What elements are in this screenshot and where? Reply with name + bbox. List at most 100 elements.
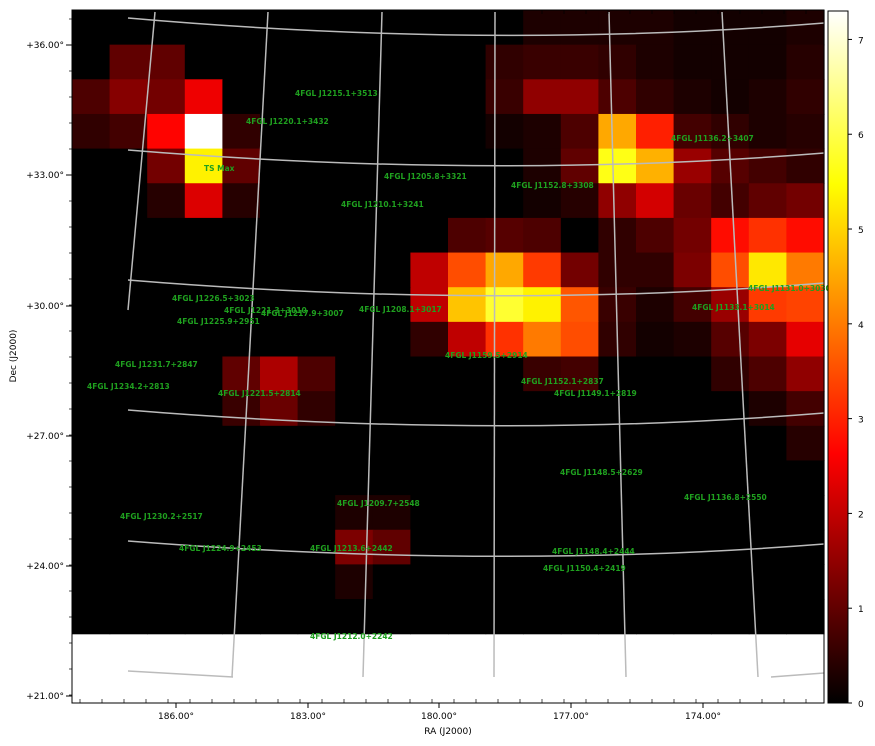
heatmap-cell (147, 425, 186, 462)
heatmap-cell (222, 79, 261, 115)
heatmap-cell (711, 10, 750, 46)
heatmap-cell (448, 599, 487, 635)
source-label: 4FGL J1213.6+2442 (310, 544, 393, 553)
heatmap-cell (109, 564, 148, 600)
heatmap-cell (748, 564, 787, 600)
heatmap-cell (260, 425, 299, 462)
source-label: 4FGL J1208.1+3017 (359, 305, 442, 314)
heatmap-cell (786, 321, 825, 358)
heatmap-cell (786, 460, 825, 496)
heatmap-cell (485, 460, 524, 496)
heatmap-cell (711, 287, 750, 323)
heatmap-cell (636, 599, 675, 635)
source-label: 4FGL J1131.0+3030 (748, 284, 831, 293)
grid-line (231, 11, 269, 678)
heatmap-cell (523, 44, 562, 80)
heatmap-cell (673, 10, 712, 46)
heatmap-cell (560, 391, 599, 427)
heatmap-cell (335, 599, 374, 635)
heatmap-cell (523, 529, 562, 565)
heatmap-cell (72, 217, 111, 254)
heatmap-cell (297, 529, 336, 565)
source-labels: 4FGL J1215.1+3513 4FGL J1220.1+3432 4FGL J… (87, 89, 831, 641)
heatmap-cell (598, 183, 637, 219)
heatmap-cell (748, 287, 787, 323)
source-label: 4FGL J1148.5+2629 (560, 468, 643, 477)
y-axis-label: Dec (J2000) (9, 330, 19, 383)
source-label: 4FGL J1225.9+2951 (177, 317, 260, 326)
heatmap-cell (260, 495, 299, 531)
heatmap-cell (260, 79, 299, 115)
heatmap-cell (523, 564, 562, 600)
heatmap-cell (297, 321, 336, 358)
heatmap-cell (485, 391, 524, 427)
heatmap-cell (335, 391, 374, 427)
source-label: 4FGL J1217.9+3007 (261, 309, 344, 318)
heatmap-cell (598, 599, 637, 635)
heatmap-cell (372, 252, 411, 288)
heatmap-cell (72, 425, 111, 462)
grid-line (127, 17, 825, 37)
heatmap-cell (711, 356, 750, 392)
ts-heatmap (72, 10, 825, 635)
heatmap-cell (711, 495, 750, 531)
heatmap-cell (485, 599, 524, 635)
heatmap-cell (448, 287, 487, 323)
heatmap-cell (410, 79, 449, 115)
heatmap-cell (448, 321, 487, 358)
heatmap-cell (485, 10, 524, 46)
heatmap-cell (184, 460, 223, 496)
grid-line (127, 670, 234, 678)
heatmap-cell (636, 321, 675, 358)
heatmap-cell (560, 113, 599, 150)
heatmap-cell (410, 44, 449, 80)
heatmap-cell (260, 217, 299, 254)
heatmap-cell (448, 217, 487, 254)
heatmap-cell (72, 79, 111, 115)
heatmap-cell (711, 599, 750, 635)
heatmap-cell (786, 10, 825, 46)
heatmap-cell (448, 252, 487, 288)
source-label: 4FGL J1234.2+2813 (87, 382, 170, 391)
dec-tick-label: +36.00° (26, 41, 64, 51)
heatmap-cell (184, 425, 223, 462)
heatmap-cell (260, 252, 299, 288)
heatmap-cell (184, 183, 223, 219)
heatmap-cell (598, 148, 637, 184)
heatmap-cell (448, 10, 487, 46)
source-label: 4FGL J1150.4+2419 (543, 564, 626, 573)
heatmap-cell (786, 356, 825, 392)
heatmap-cell (523, 356, 562, 392)
heatmap-cell (184, 321, 223, 358)
heatmap-cell (222, 113, 261, 150)
heatmap-cell (448, 183, 487, 219)
coordinate-grid (127, 11, 825, 678)
heatmap-cell (748, 460, 787, 496)
heatmap-cell (410, 495, 449, 531)
heatmap-cell (72, 599, 111, 635)
heatmap-cell (673, 529, 712, 565)
heatmap-cell (636, 217, 675, 254)
heatmap-cell (297, 252, 336, 288)
heatmap-cell (448, 113, 487, 150)
heatmap-cell (636, 391, 675, 427)
heatmap-cell (410, 148, 449, 184)
heatmap-cell (748, 148, 787, 184)
heatmap-cell (335, 44, 374, 80)
heatmap-cell (673, 183, 712, 219)
heatmap-cell (748, 321, 787, 358)
heatmap-cell (222, 599, 261, 635)
heatmap-cell (786, 217, 825, 254)
heatmap-cell (410, 287, 449, 323)
ts-max-label: TS Max (204, 164, 235, 173)
heatmap-cell (485, 113, 524, 150)
heatmap-cell (410, 391, 449, 427)
heatmap-cell (372, 391, 411, 427)
heatmap-cell (448, 44, 487, 80)
heatmap-cell (448, 391, 487, 427)
heatmap-cell (184, 391, 223, 427)
heatmap-cell (72, 252, 111, 288)
heatmap-cell (711, 113, 750, 150)
heatmap-cell (184, 564, 223, 600)
heatmap-cell (147, 495, 186, 531)
